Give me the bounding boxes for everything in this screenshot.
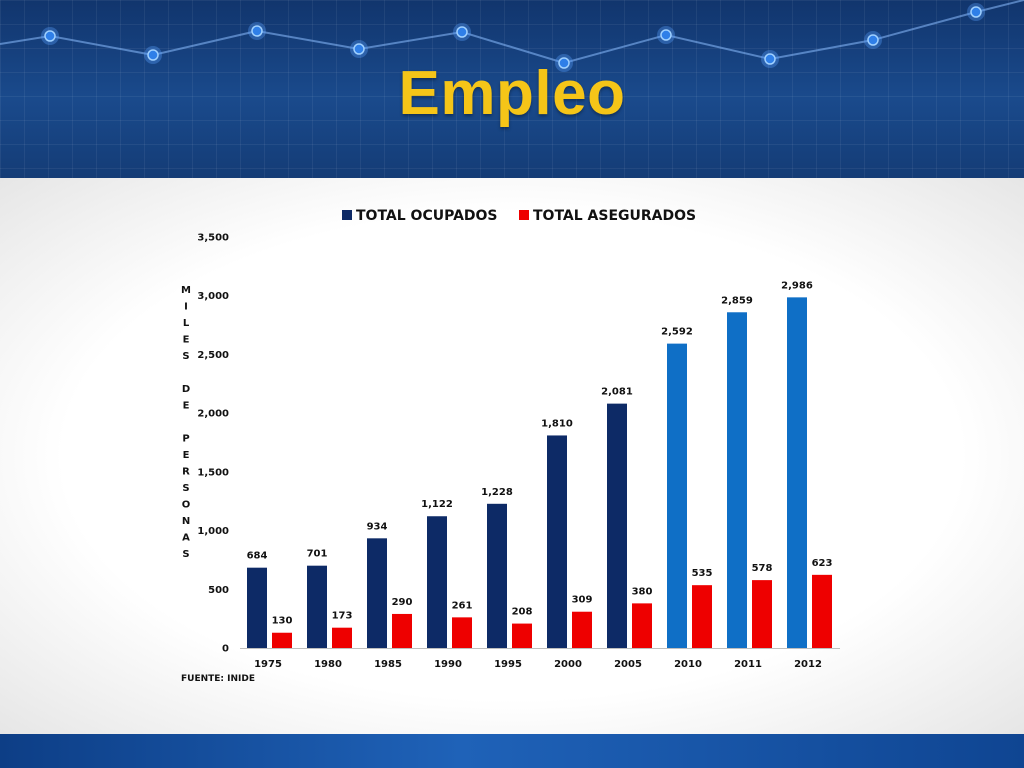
x-tick-label: 1985 [374,659,402,670]
y-axis-label-letter: N [182,516,190,527]
y-axis-label-letter: I [184,302,188,313]
y-tick-label: 1,000 [197,526,229,537]
y-tick-label: 3,000 [197,291,229,302]
y-tick-label: 3,500 [197,233,229,244]
value-label-asegurados: 130 [272,616,293,627]
value-label-asegurados: 208 [512,607,533,618]
y-tick-label: 500 [208,585,229,596]
decorative-dot [867,34,879,46]
value-label-asegurados: 261 [452,600,473,611]
x-tick-label: 1990 [434,659,462,670]
decorative-dot [44,30,56,42]
value-label-ocupados: 934 [367,521,388,532]
header-grid-pattern [0,0,1024,178]
y-axis-label-letter: S [182,483,189,494]
x-tick-label: 2005 [614,659,642,670]
value-label-ocupados: 701 [307,549,328,560]
x-tick-label: 2011 [734,659,762,670]
bar-ocupados [667,343,687,648]
bar-ocupados [247,567,267,648]
value-label-ocupados: 2,592 [661,327,693,338]
legend-asegurados-swatch [519,210,529,220]
value-label-ocupados: 2,081 [601,387,633,398]
value-label-ocupados: 684 [247,551,268,562]
bar-asegurados [452,617,472,648]
bar-ocupados [487,503,507,648]
decorative-dot [147,49,159,61]
y-tick-label: 1,500 [197,467,229,478]
bar-asegurados [752,580,772,648]
y-tick-label: 2,000 [197,409,229,420]
y-axis-label-letter: E [183,401,190,412]
x-tick-label: 2000 [554,659,582,670]
y-axis-label-letter: E [183,335,190,346]
bar-ocupados [427,516,447,648]
y-axis-label-letter: O [182,500,191,511]
bar-asegurados [572,611,592,648]
x-tick-label: 1975 [254,659,282,670]
bar-asegurados [812,574,832,648]
bar-ocupados [547,435,567,648]
y-axis-label-letter: R [182,467,190,478]
value-label-ocupados: 1,122 [421,499,453,510]
bar-ocupados [367,538,387,648]
bar-asegurados [332,627,352,648]
value-label-asegurados: 290 [392,597,413,608]
y-axis-label-letter: M [181,285,191,296]
bar-asegurados [692,585,712,648]
value-label-asegurados: 623 [812,558,833,569]
bar-asegurados [632,603,652,648]
header-band: Empleo [0,0,1024,178]
y-axis-label-letter: D [182,384,190,395]
source-note: FUENTE: INIDE [181,674,255,684]
legend-ocupados-label: TOTAL OCUPADOS [356,208,498,224]
y-tick-label: 2,500 [197,350,229,361]
x-tick-label: 1995 [494,659,522,670]
y-axis-label-letter: S [182,351,189,362]
x-tick-label: 2012 [794,659,822,670]
value-label-asegurados: 578 [752,563,773,574]
decorative-dot [660,29,672,41]
bar-asegurados [512,623,532,648]
value-label-asegurados: 380 [632,586,653,597]
slide-title: Empleo [398,59,626,128]
legend-asegurados-label: TOTAL ASEGURADOS [533,208,696,224]
value-label-ocupados: 1,810 [541,418,573,429]
bar-ocupados [727,312,747,648]
bar-ocupados [787,297,807,648]
decorative-dot [456,26,468,38]
value-label-asegurados: 309 [572,595,593,606]
decorative-line [0,0,1024,65]
value-label-ocupados: 1,228 [481,487,513,498]
value-label-asegurados: 173 [332,611,353,622]
footer-band [0,734,1024,768]
chart-legend: TOTAL OCUPADOS TOTAL ASEGURADOS [342,208,696,224]
decorative-line-graph [0,0,1024,72]
x-tick-label: 2010 [674,659,702,670]
bar-asegurados [392,613,412,648]
value-label-ocupados: 2,859 [721,295,753,306]
decorative-dot [558,57,570,69]
decorative-dot [764,53,776,65]
value-label-ocupados: 2,986 [781,280,813,291]
value-label-asegurados: 535 [692,568,713,579]
decorative-dot [970,6,982,18]
y-axis-label-letter: S [182,549,189,560]
decorative-dot [353,43,365,55]
y-axis-label-letter: L [183,318,190,329]
legend-ocupados-swatch [342,210,352,220]
y-tick-label: 0 [222,644,229,655]
y-axis-label-letter: P [182,434,189,445]
x-tick-label: 1980 [314,659,342,670]
y-axis-label-letter: E [183,450,190,461]
decorative-dot [251,25,263,37]
bar-ocupados [307,565,327,648]
bar-ocupados [607,403,627,648]
y-axis-label-letter: A [182,533,190,544]
bar-asegurados [272,632,292,648]
